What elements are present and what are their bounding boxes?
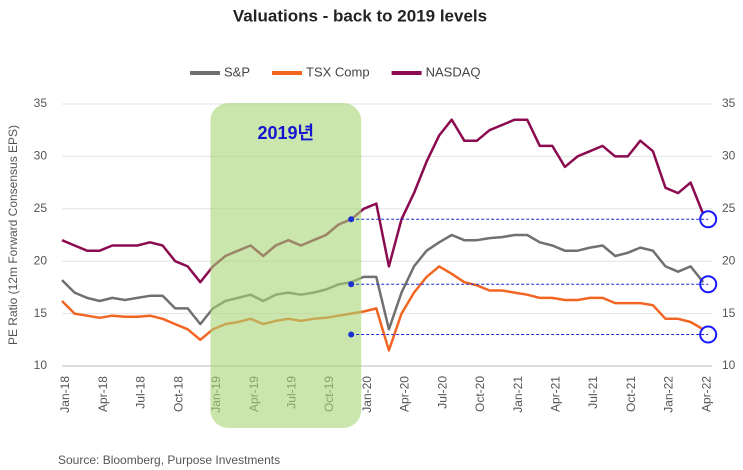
reference-dot xyxy=(348,216,355,223)
y2-tick-label: 15 xyxy=(722,306,736,320)
legend-label: TSX Comp xyxy=(306,64,370,79)
y-tick-label: 25 xyxy=(34,201,48,215)
x-tick-label: Jan-18 xyxy=(58,376,72,413)
x-tick-label: Jul-20 xyxy=(435,376,449,409)
x-tick-label: Oct-18 xyxy=(171,376,185,412)
y2-tick-label: 10 xyxy=(722,358,736,372)
highlight-label: 2019년 xyxy=(257,123,314,143)
y-tick-label: 30 xyxy=(34,149,48,163)
reference-circle xyxy=(699,275,718,294)
x-tick-label: Apr-20 xyxy=(398,376,412,412)
x-tick-label: Oct-20 xyxy=(473,376,487,412)
x-tick-label: Apr-21 xyxy=(549,376,563,412)
x-tick-label: Apr-22 xyxy=(699,376,713,412)
reference-circle xyxy=(699,210,718,229)
legend-label: S&P xyxy=(224,64,250,79)
series-line xyxy=(61,233,705,331)
x-tick-label: Jan-22 xyxy=(662,376,676,413)
x-tick-label: Jul-18 xyxy=(134,376,148,409)
source-note: Source: Bloomberg, Purpose Investments xyxy=(58,453,280,467)
y2-tick-label: 25 xyxy=(722,201,736,215)
y-tick-label: 20 xyxy=(34,253,48,267)
y-tick-label: 10 xyxy=(34,358,48,372)
y-axis-label: PE Ratio (12m Forward Consensus EPS) xyxy=(6,125,20,345)
x-tick-label: Jul-21 xyxy=(586,376,600,409)
y2-tick-label: 35 xyxy=(722,96,736,110)
y-tick-label: 35 xyxy=(34,96,48,110)
x-tick-label: Oct-21 xyxy=(624,376,638,412)
series-line xyxy=(61,265,704,352)
highlight-box xyxy=(210,103,362,428)
reference-circle xyxy=(699,325,718,344)
reference-dot xyxy=(348,331,355,338)
y2-tick-label: 20 xyxy=(722,253,736,267)
x-tick-label: Jan-21 xyxy=(511,376,525,413)
chart-title: Valuations - back to 2019 levels xyxy=(233,6,487,25)
legend-label: NASDAQ xyxy=(426,64,481,79)
reference-dot xyxy=(348,281,355,288)
series-line xyxy=(61,118,705,284)
y-tick-label: 15 xyxy=(34,306,48,320)
x-tick-label: Apr-18 xyxy=(96,376,110,412)
x-tick-label: Jan-20 xyxy=(360,376,374,413)
y2-tick-label: 30 xyxy=(722,149,736,163)
